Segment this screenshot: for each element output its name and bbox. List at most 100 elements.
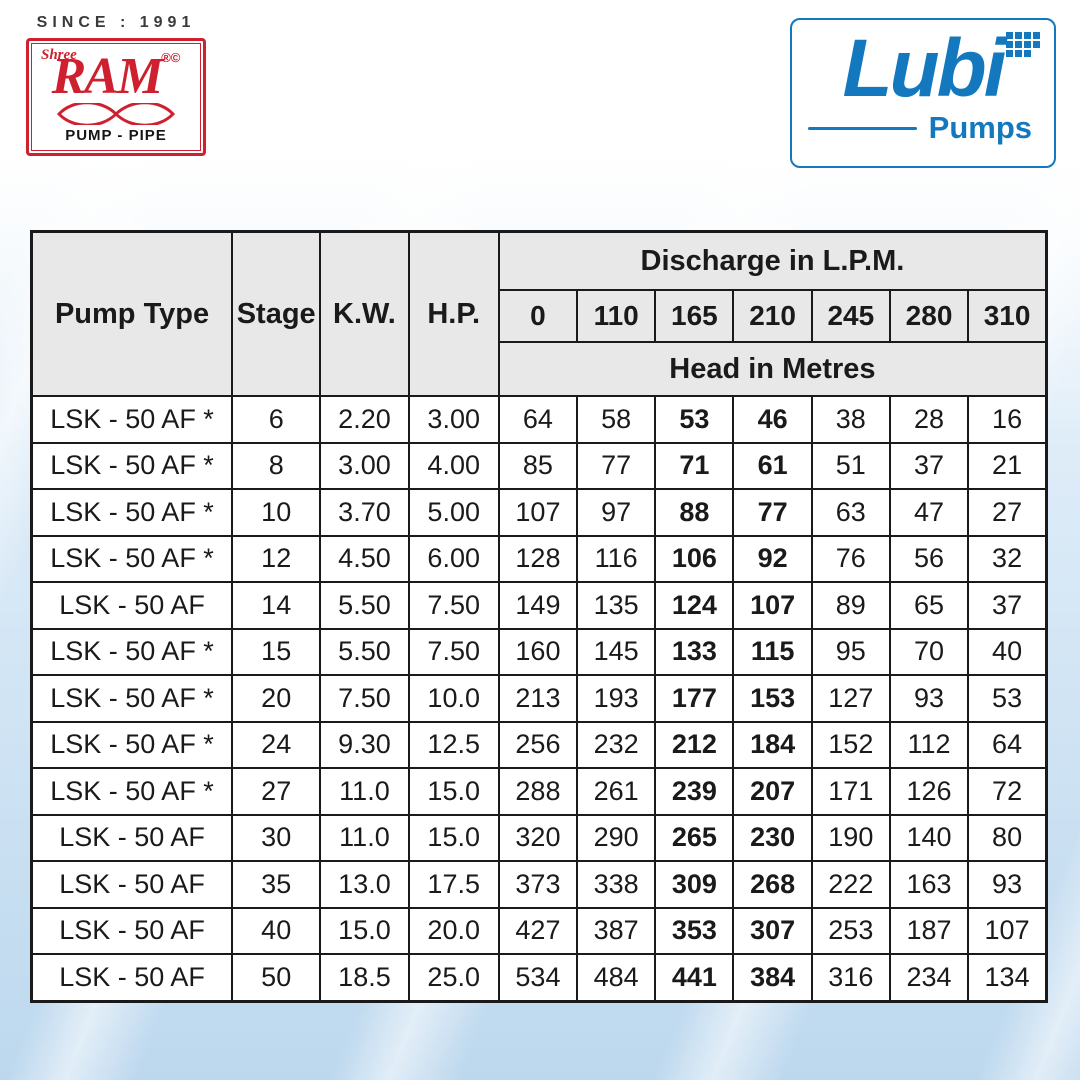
head-value-cell: 207 [732,767,813,816]
head-value-cell: 107 [497,488,579,537]
discharge-values-row: 0 110 165 210 245 280 310 [32,289,1048,343]
hp-cell: 7.50 [407,581,500,630]
head-value-cell: 93 [888,674,970,723]
head-value-cell: 56 [888,534,970,583]
head-value-cell: 190 [810,813,891,862]
head-value-cell: 160 [497,627,579,676]
discharge-header: Discharge in L.P.M. [497,230,1048,291]
head-value-cell: 95 [810,627,891,676]
kw-cell: 11.0 [319,813,410,862]
head-value-cell: 124 [654,581,735,630]
head-value-cell: 320 [497,813,579,862]
pump-type-cell: LSK - 50 AF * [30,674,234,723]
head-value-cell: 112 [888,720,970,769]
hp-cell: 7.50 [407,627,500,676]
discharge-value-header: 165 [654,289,735,343]
head-value-cell: 53 [967,674,1048,723]
head-value-cell: 28 [888,395,970,444]
pumps-row: Pumps [808,110,1038,146]
head-value-cell: 63 [810,488,891,537]
hp-cell: 15.0 [407,813,500,862]
stage-cell: 10 [231,488,322,537]
shree-ram-brand: SINCE : 1991 Shree RAM®© PUMP - PIPE [26,14,206,156]
head-value-cell: 307 [732,906,813,955]
head-value-cell: 64 [967,720,1048,769]
kw-cell: 3.00 [319,441,410,490]
lubi-wordmark: Lubi [842,23,1006,114]
head-metres-row: Head in Metres [32,341,1048,397]
head-value-cell: 133 [654,627,735,676]
discharge-value-header: 0 [497,289,579,343]
hp-cell: 4.00 [407,441,500,490]
table-row: LSK - 50 AF * 24 9.30 12.5 256 232 212 184 152 11… [30,720,1048,769]
stage-cell: 14 [231,581,322,630]
pumps-label: Pumps [928,110,1032,145]
table-row: LSK - 50 AF 50 18.5 25.0 534 484 441 384 316 234 1… [30,953,1048,1002]
head-value-cell: 232 [576,720,657,769]
kw-cell: 9.30 [319,720,410,769]
head-value-cell: 212 [654,720,735,769]
stage-cell: 35 [231,860,322,909]
shree-label: Shree [41,47,77,63]
col-header-stage: Stage [231,230,322,397]
head-value-cell: 309 [654,860,735,909]
head-value-cell: 265 [654,813,735,862]
spec-table-body: LSK - 50 AF * 6 2.20 3.00 64 58 53 46 38 28 16 LSK … [30,395,1048,1002]
col-header-kw: K.W. [319,230,410,397]
head-value-cell: 171 [810,767,891,816]
head-value-cell: 134 [967,953,1048,1002]
head-value-cell: 149 [497,581,579,630]
stage-cell: 12 [231,534,322,583]
stage-cell: 40 [231,906,322,955]
hp-cell: 25.0 [407,953,500,1002]
head-value-cell: 140 [888,813,970,862]
pixel-grid-icon [1006,32,1040,57]
head-value-cell: 290 [576,813,657,862]
hp-cell: 10.0 [407,674,500,723]
pump-pipe-label: PUMP - PIPE [65,127,167,144]
head-value-cell: 21 [967,441,1048,490]
underline-rule [808,126,917,130]
head-value-cell: 77 [576,441,657,490]
hp-cell: 17.5 [407,860,500,909]
table-row: LSK - 50 AF * 6 2.20 3.00 64 58 53 46 38 28 16 [30,395,1048,444]
head-value-cell: 353 [654,906,735,955]
registered-mark: ®© [161,50,181,65]
head-value-cell: 152 [810,720,891,769]
table-row: LSK - 50 AF 35 13.0 17.5 373 338 309 268 222 163 9… [30,860,1048,909]
kw-cell: 5.50 [319,627,410,676]
pump-spec-table: Pump Type Stage K.W. H.P. Discharge in L… [30,230,1048,1003]
head-value-cell: 40 [967,627,1048,676]
head-value-cell: 71 [654,441,735,490]
head-value-cell: 51 [810,441,891,490]
stage-cell: 50 [231,953,322,1002]
head-value-cell: 92 [732,534,813,583]
head-value-cell: 213 [497,674,579,723]
pump-type-cell: LSK - 50 AF [30,953,234,1002]
head-value-cell: 193 [576,674,657,723]
head-value-cell: 145 [576,627,657,676]
kw-cell: 13.0 [319,860,410,909]
head-value-cell: 384 [732,953,813,1002]
head-value-cell: 80 [967,813,1048,862]
hp-cell: 20.0 [407,906,500,955]
ram-logo: Shree RAM®© PUMP - PIPE [26,38,206,156]
head-value-cell: 32 [967,534,1048,583]
table-row: LSK - 50 AF * 8 3.00 4.00 85 77 71 61 51 37 21 [30,441,1048,490]
head-value-cell: 177 [654,674,735,723]
stage-cell: 8 [231,441,322,490]
head-value-cell: 64 [497,395,579,444]
kw-cell: 11.0 [319,767,410,816]
kw-cell: 5.50 [319,581,410,630]
head-value-cell: 107 [967,906,1048,955]
pump-type-cell: LSK - 50 AF [30,813,234,862]
pump-type-cell: LSK - 50 AF [30,581,234,630]
head-value-cell: 77 [732,488,813,537]
head-value-cell: 184 [732,720,813,769]
head-value-cell: 46 [732,395,813,444]
head-value-cell: 261 [576,767,657,816]
head-value-cell: 128 [497,534,579,583]
kw-cell: 15.0 [319,906,410,955]
ram-wordmark: RAM®© [29,51,203,103]
